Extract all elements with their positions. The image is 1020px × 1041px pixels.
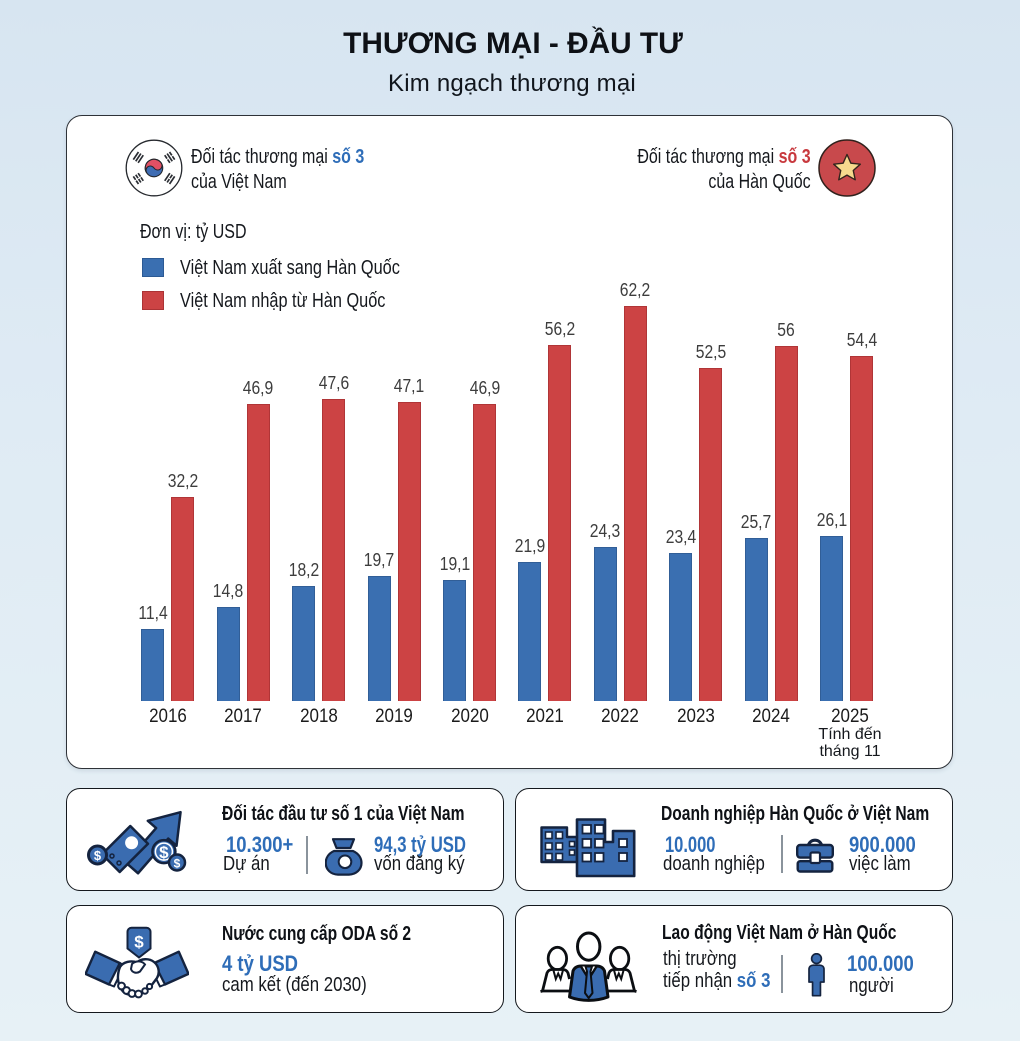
svg-text:$: $ xyxy=(94,848,102,863)
svg-text:$: $ xyxy=(134,933,144,952)
svg-text:$: $ xyxy=(174,857,181,871)
svg-text:$: $ xyxy=(159,843,169,862)
